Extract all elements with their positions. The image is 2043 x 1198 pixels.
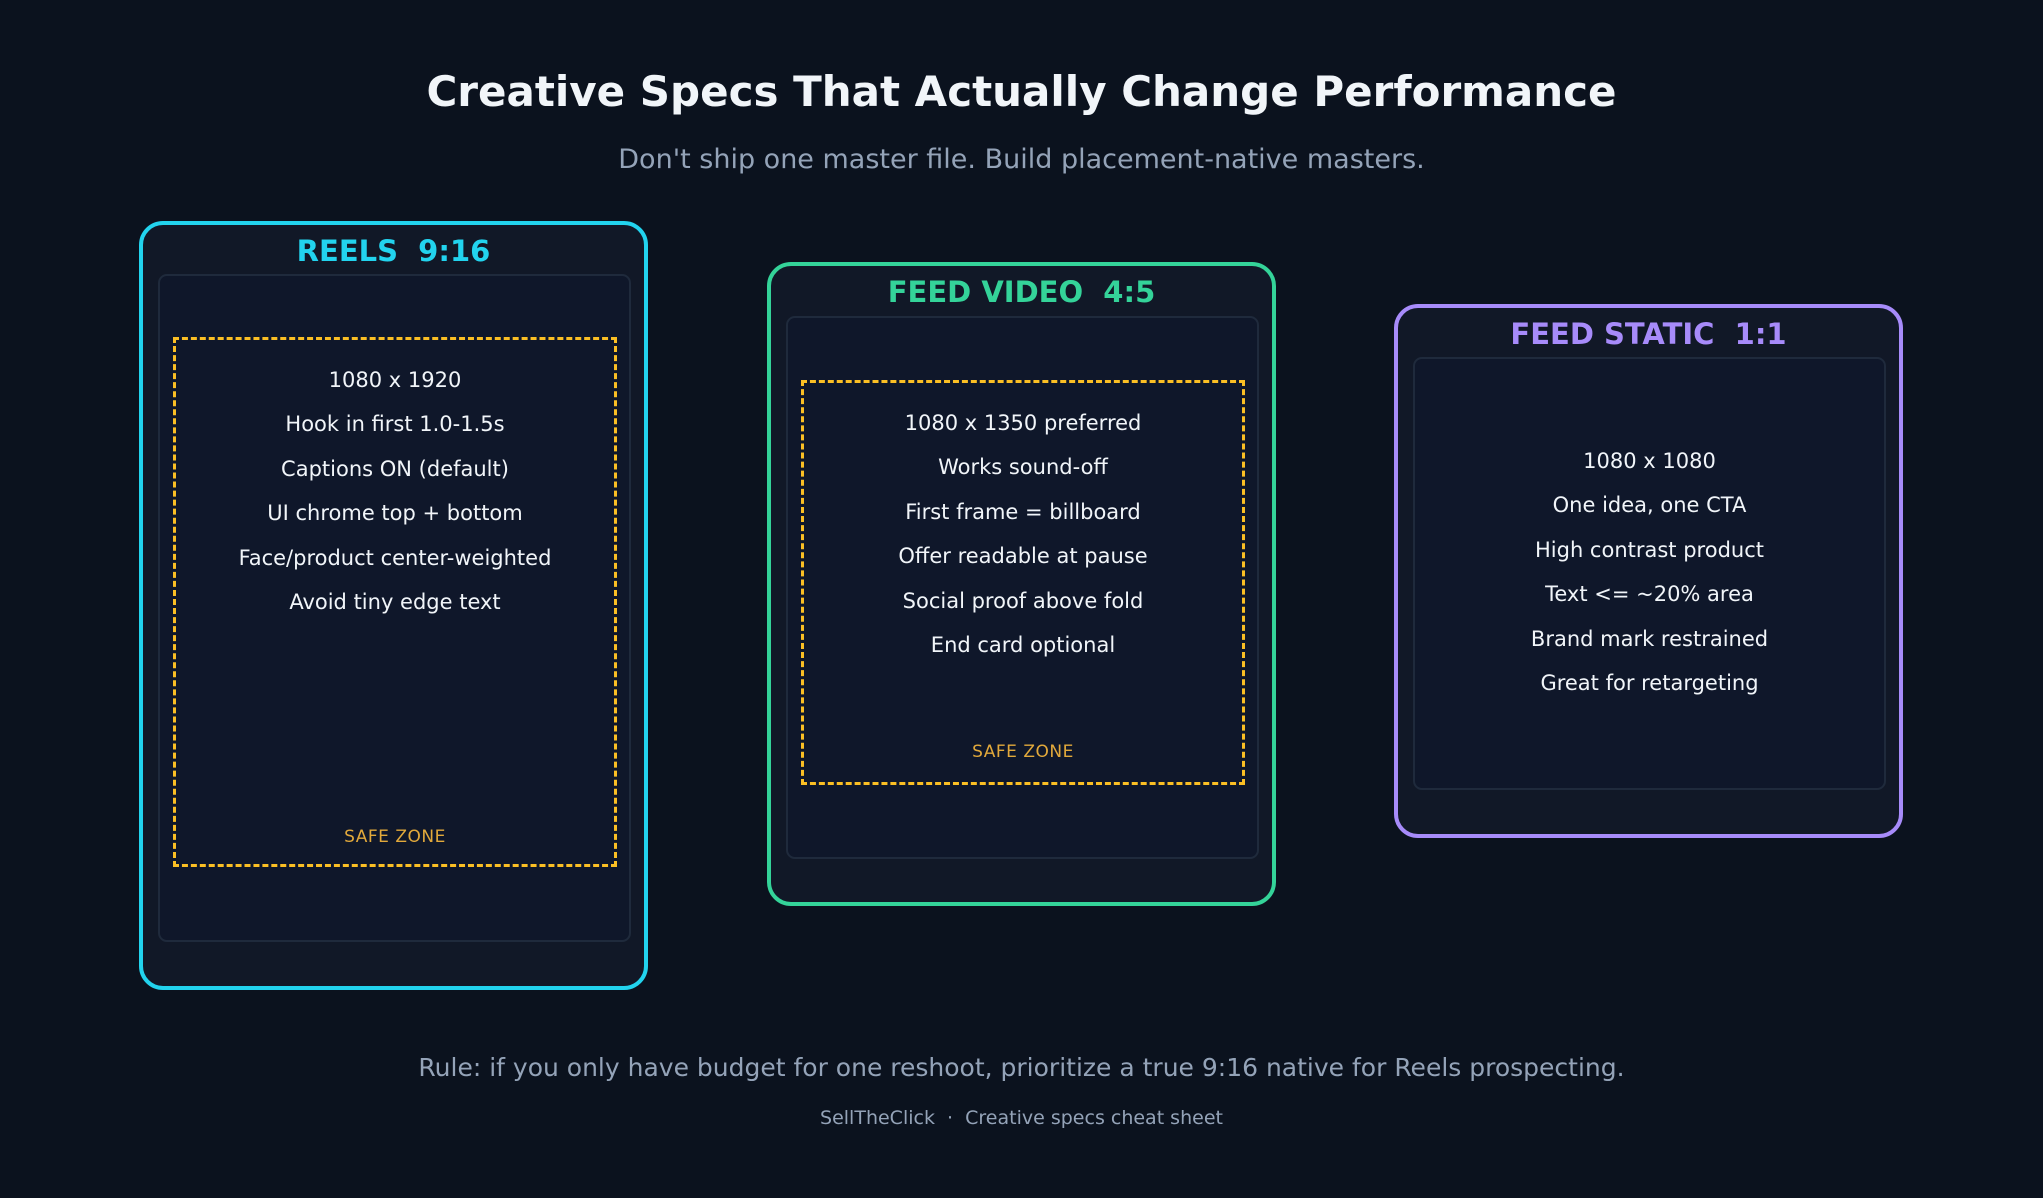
feed-video-card-title: FEED VIDEO 4:5: [887, 275, 1156, 309]
feed-static-spec-item: One idea, one CTA: [1552, 493, 1747, 518]
reels-safe-zone-label: SAFE ZONE: [344, 827, 446, 847]
feed-video-safe-zone-label: SAFE ZONE: [972, 742, 1074, 762]
footer-credit: SellTheClick · Creative specs cheat shee…: [820, 1107, 1223, 1129]
feed-video-screen-frame: 1080 x 1350 preferred Works sound-off Fi…: [786, 316, 1259, 859]
feed-static-spec-item: High contrast product: [1534, 537, 1764, 562]
rule-note: Rule: if you only have budget for one re…: [418, 1053, 1625, 1082]
feed-video-spec-item: Works sound-off: [938, 455, 1108, 480]
reels-card-title: REELS 9:16: [296, 234, 491, 268]
reels-spec-item: UI chrome top + bottom: [267, 501, 523, 526]
feed-video-spec-list: 1080 x 1350 preferred Works sound-off Fi…: [804, 401, 1242, 667]
reels-spec-item: Hook in first 1.0-1.5s: [285, 412, 505, 437]
reels-spec-item: Avoid tiny edge text: [289, 590, 501, 615]
feed-video-card: FEED VIDEO 4:5 1080 x 1350 preferred Wor…: [767, 262, 1276, 906]
feed-video-spec-item: End card optional: [930, 633, 1116, 658]
feed-video-spec-item: First frame = billboard: [905, 499, 1141, 524]
feed-video-spec-item: 1080 x 1350 preferred: [904, 411, 1142, 435]
page-title: Creative Specs That Actually Change Perf…: [426, 67, 1617, 116]
feed-static-screen-frame: 1080 x 1080 One idea, one CTA High contr…: [1413, 357, 1886, 790]
feed-video-spec-item: Offer readable at pause: [898, 544, 1148, 569]
page-subtitle: Don't ship one master file. Build placem…: [618, 144, 1425, 175]
reels-spec-item: 1080 x 1920: [328, 368, 462, 392]
reels-spec-list: 1080 x 1920 Hook in first 1.0-1.5s Capti…: [176, 358, 614, 624]
feed-static-spec-item: 1080 x 1080: [1583, 449, 1716, 473]
reels-screen-frame: 1080 x 1920 Hook in first 1.0-1.5s Capti…: [158, 274, 631, 942]
reels-spec-item: Captions ON (default): [281, 456, 509, 481]
feed-static-card: FEED STATIC 1:1 1080 x 1080 One idea, on…: [1394, 304, 1903, 838]
feed-static-spec-item: Great for retargeting: [1540, 671, 1759, 696]
reels-spec-item: Face/product center-weighted: [238, 545, 552, 570]
feed-static-spec-item: Text <= ~20% area: [1545, 582, 1754, 607]
reels-card: REELS 9:16 1080 x 1920 Hook in first 1.0…: [139, 221, 648, 990]
feed-static-spec-item: Brand mark restrained: [1530, 626, 1769, 651]
feed-video-safe-zone: 1080 x 1350 preferred Works sound-off Fi…: [801, 380, 1245, 785]
feed-static-spec-list: 1080 x 1080 One idea, one CTA High contr…: [1415, 439, 1884, 705]
reels-safe-zone: 1080 x 1920 Hook in first 1.0-1.5s Capti…: [173, 337, 617, 867]
feed-static-card-title: FEED STATIC 1:1: [1510, 317, 1787, 351]
feed-video-spec-item: Social proof above fold: [902, 588, 1144, 613]
